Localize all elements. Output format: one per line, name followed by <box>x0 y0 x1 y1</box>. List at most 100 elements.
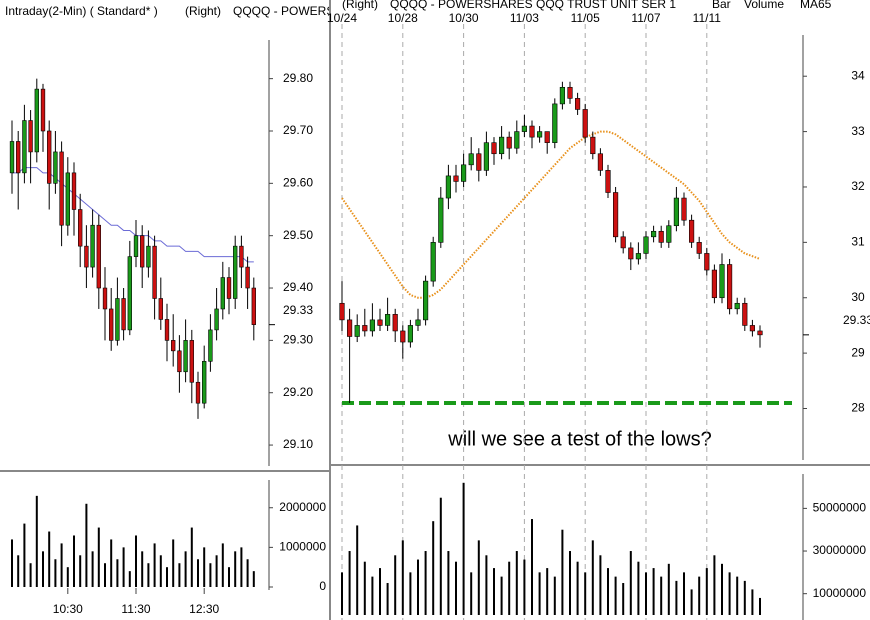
x-tick-label: 10:30 <box>53 602 83 616</box>
candle-body <box>742 302 748 326</box>
volume-bar <box>97 527 100 587</box>
volume-bar <box>221 543 224 587</box>
volume-bar <box>110 539 113 587</box>
candle-body <box>146 245 151 268</box>
volume-bar <box>705 568 708 615</box>
candle-body <box>567 86 573 99</box>
y-tick-label: 29.70 <box>283 123 313 137</box>
volume-bar <box>698 576 701 615</box>
volume-bar <box>240 547 243 587</box>
candle-body <box>22 120 27 174</box>
candle-body <box>521 125 527 132</box>
volume-bar <box>356 525 359 615</box>
volume-bar <box>348 551 351 615</box>
candle-body <box>127 256 132 331</box>
x-tick-label: 11/03 <box>510 11 539 25</box>
y-tick-label: 33 <box>851 124 865 138</box>
y-tick-label: 50000000 <box>813 501 867 515</box>
candle-body <box>164 319 170 341</box>
volume-bar <box>228 567 230 587</box>
candle-body <box>183 340 188 373</box>
candle-body <box>59 151 64 226</box>
candle-body <box>245 266 250 289</box>
volume-bar <box>35 495 38 587</box>
volume-bar <box>637 561 640 615</box>
y-tick-label: 29.60 <box>283 176 313 190</box>
y-tick-label: 29.30 <box>283 333 313 347</box>
candle-body <box>643 236 649 254</box>
right-title: (Right) <box>342 0 378 11</box>
volume-bar <box>675 580 678 615</box>
candle-body <box>727 264 733 310</box>
volume-bar <box>363 561 366 615</box>
y-tick-label: 30000000 <box>813 543 867 557</box>
right-panel: (Right) QQQQ - POWERSHARES QQQ TRUST UNI… <box>327 0 870 620</box>
volume-bar <box>178 563 181 587</box>
volume-bar <box>439 497 442 615</box>
volume-bar <box>23 523 26 587</box>
y-tick-label: 29.10 <box>283 437 313 451</box>
volume-bar <box>401 540 404 615</box>
volume-bar <box>515 551 518 615</box>
y-tick-label: 29.80 <box>283 71 313 85</box>
volume-bar <box>73 535 75 587</box>
volume-bar <box>172 539 175 587</box>
volume-bar <box>584 572 587 615</box>
volume-bar <box>531 519 533 615</box>
volume-bar <box>197 559 199 587</box>
volume-bar <box>104 563 106 587</box>
candle-body <box>133 235 139 257</box>
volume-bar <box>246 559 249 587</box>
volume-bar <box>417 559 419 615</box>
candle-body <box>415 319 421 326</box>
right-symbol: QQQQ - POWERSHARES QQQ TRUST UNIT SER 1 <box>390 0 676 11</box>
volume-bar <box>409 572 412 615</box>
y-tick-label: 1000000 <box>279 540 326 554</box>
candle-body <box>121 298 126 331</box>
candle-body <box>214 308 219 331</box>
candle-body <box>195 381 201 404</box>
volume-bar <box>523 559 526 615</box>
volume-bar <box>470 572 473 615</box>
volume-bar <box>743 580 746 615</box>
moving-average <box>341 130 761 299</box>
candle-body <box>468 153 474 166</box>
candle-body <box>483 142 489 171</box>
volume-bar <box>215 555 218 587</box>
volume-bar <box>553 576 556 615</box>
volume-bar <box>462 482 465 615</box>
candle-body <box>461 164 467 182</box>
candle-body <box>53 151 58 184</box>
candle-body <box>597 153 603 171</box>
legend-entry: Bar <box>712 0 731 11</box>
volume-bar <box>477 540 480 615</box>
candle-body <box>208 329 213 362</box>
x-tick-label: 10/28 <box>388 11 418 25</box>
volume-bar <box>184 551 187 587</box>
candle-body <box>628 247 634 260</box>
moving-average <box>12 167 254 263</box>
last-price-label: 29.33 <box>843 313 870 327</box>
volume-bar <box>561 529 564 615</box>
volume-bar <box>667 563 670 615</box>
volume-bar <box>147 563 150 587</box>
volume-bar <box>660 576 663 615</box>
volume-bar <box>546 568 549 615</box>
annotation: will we see a test of the lows? <box>447 428 711 450</box>
candle-body <box>9 141 15 174</box>
candle-body <box>575 98 581 110</box>
candle-body <box>78 209 83 247</box>
candle-body <box>152 245 157 299</box>
candle-body <box>696 242 702 254</box>
volume-bar <box>79 555 82 587</box>
left-panel: Intraday(2-Min) ( Standard* ) (Right) QQ… <box>5 4 329 616</box>
candle-body <box>559 86 565 105</box>
candle-body <box>226 277 232 299</box>
y-tick-label: 30 <box>851 290 865 304</box>
volume-bar <box>576 561 579 615</box>
candle-body <box>430 242 436 282</box>
left-subtitle: (Right) <box>185 4 221 18</box>
candle-body <box>189 340 194 383</box>
volume-bar <box>386 583 389 615</box>
